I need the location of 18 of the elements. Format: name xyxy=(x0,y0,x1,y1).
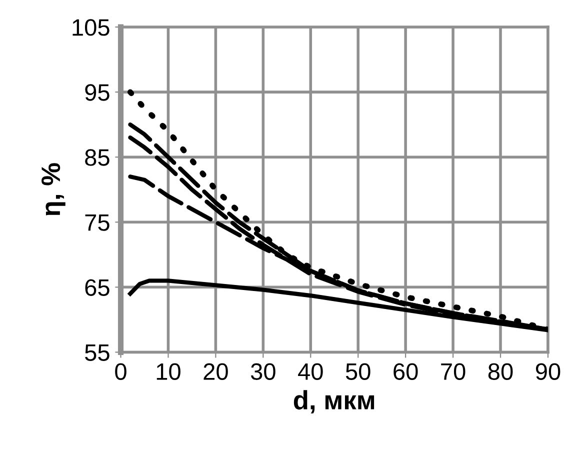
x-tick-label: 10 xyxy=(156,363,180,380)
x-tick-label: 50 xyxy=(346,363,370,380)
x-tick-label: 40 xyxy=(298,363,323,380)
y-tick-label: 75 xyxy=(85,214,110,231)
y-tick-label: 105 xyxy=(72,19,110,36)
y-axis-title: η, % xyxy=(42,163,66,216)
x-tick-label: 0 xyxy=(115,363,126,380)
x-axis-title: d, мкм xyxy=(294,390,374,414)
x-tick-label: 20 xyxy=(204,363,228,380)
y-tick-label: 85 xyxy=(85,149,110,166)
x-tick-label: 60 xyxy=(394,363,418,380)
y-tick-label: 65 xyxy=(85,279,110,296)
y-tick-label: 95 xyxy=(85,84,110,101)
x-tick-label: 70 xyxy=(441,363,466,380)
x-tick-label: 90 xyxy=(536,363,560,380)
x-tick-label: 80 xyxy=(488,363,513,380)
x-tick-label: 30 xyxy=(250,363,276,380)
y-tick-label: 55 xyxy=(85,344,110,361)
